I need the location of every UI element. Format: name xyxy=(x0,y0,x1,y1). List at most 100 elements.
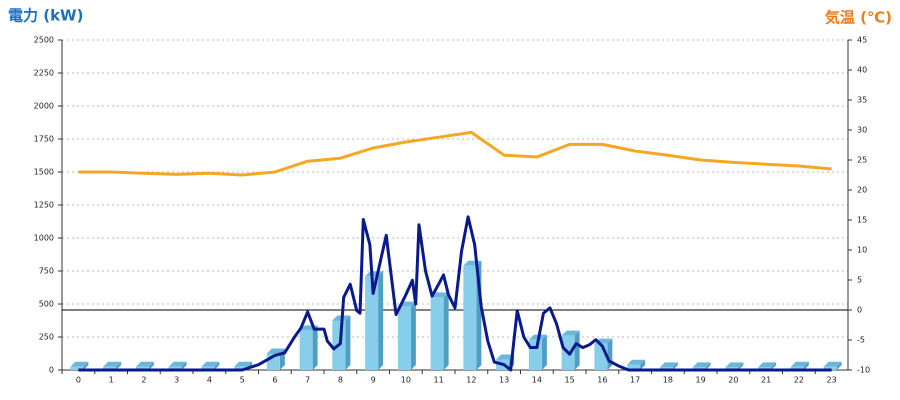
y-tick-label: 2500 xyxy=(34,36,54,45)
y2-tick-label: -10 xyxy=(857,366,870,375)
bar-top xyxy=(758,362,777,368)
line xyxy=(78,215,832,372)
bar-front xyxy=(397,306,411,370)
bar-side xyxy=(574,330,580,370)
bar xyxy=(299,325,318,370)
bar-top xyxy=(659,362,678,368)
bar-front xyxy=(135,366,149,370)
x-tick-label: 22 xyxy=(794,376,804,385)
y-tick-label: 1000 xyxy=(34,234,54,243)
bar-top xyxy=(561,330,580,336)
y2-tick-label: 40 xyxy=(857,66,867,75)
y-tick-label: 750 xyxy=(39,267,54,276)
y-tick-label: 250 xyxy=(39,333,54,342)
bar-side xyxy=(803,361,809,370)
y2-title: 気温 (℃) xyxy=(825,9,892,27)
bar-side xyxy=(738,362,744,370)
x-tick-label: 20 xyxy=(728,376,738,385)
y2-tick-label: 45 xyxy=(857,36,867,45)
y2-tick-label: 0 xyxy=(857,306,862,315)
bar-side xyxy=(312,325,318,370)
x-tick-label: 3 xyxy=(174,376,179,385)
y2-tick-label: 20 xyxy=(857,186,867,195)
x-tick-label: 4 xyxy=(207,376,212,385)
bar-front xyxy=(528,339,542,370)
bar-side xyxy=(640,359,646,370)
bar-side xyxy=(541,334,547,370)
bar-front xyxy=(790,366,804,370)
bar xyxy=(70,361,89,370)
bar xyxy=(823,361,842,370)
bar xyxy=(430,292,449,370)
bar-front xyxy=(234,366,248,370)
bar-top xyxy=(790,361,809,367)
y2-tick-label: 15 xyxy=(857,216,867,225)
y-title: 電力 (kW) xyxy=(8,7,83,25)
x-tick-label: 11 xyxy=(434,376,444,385)
y2-tick-label: 30 xyxy=(857,126,867,135)
bar-top xyxy=(168,361,187,367)
bar-front xyxy=(430,297,444,370)
x-tick-label: 8 xyxy=(338,376,343,385)
bar-top xyxy=(823,361,842,367)
x-tick-label: 5 xyxy=(240,376,245,385)
bar-side xyxy=(443,292,449,370)
bar-top xyxy=(234,361,253,367)
y2-tick-label: 25 xyxy=(857,156,867,165)
bar xyxy=(463,260,482,370)
bar-top xyxy=(70,361,89,367)
x-tick-label: 1 xyxy=(109,376,114,385)
x-tick-label: 6 xyxy=(272,376,277,385)
y-tick-label: 1500 xyxy=(34,168,54,177)
bar xyxy=(397,301,416,370)
bar-top xyxy=(627,359,646,365)
bar xyxy=(627,359,646,370)
y2-tick-label: 5 xyxy=(857,276,862,285)
bar-top xyxy=(266,348,285,354)
bar-front xyxy=(594,343,608,370)
y-tick-label: 1750 xyxy=(34,135,54,144)
x-tick-label: 19 xyxy=(696,376,706,385)
bar xyxy=(594,338,613,370)
y-tick-label: 2000 xyxy=(34,102,54,111)
bar-side xyxy=(148,361,154,370)
bar-front xyxy=(365,276,379,370)
bar-side xyxy=(345,315,351,370)
x-tick-label: 16 xyxy=(597,376,607,385)
bar-side xyxy=(771,362,777,370)
bar-front xyxy=(70,366,84,370)
y-tick-label: 0 xyxy=(49,366,54,375)
bar-side xyxy=(116,361,122,370)
bar-top xyxy=(201,361,220,367)
bar-front xyxy=(823,366,837,370)
x-tick-label: 0 xyxy=(76,376,81,385)
y-tick-label: 500 xyxy=(39,300,54,309)
bar-side xyxy=(83,361,89,370)
bar xyxy=(201,361,220,370)
x-tick-label: 17 xyxy=(630,376,640,385)
bar-side xyxy=(181,361,187,370)
y-tick-label: 1250 xyxy=(34,201,54,210)
bar-front xyxy=(627,364,641,370)
bar-side xyxy=(836,361,842,370)
bar-side xyxy=(705,362,711,370)
x-tick-label: 21 xyxy=(761,376,771,385)
y2-tick-label: -5 xyxy=(857,336,865,345)
y2-tick-label: 10 xyxy=(857,246,867,255)
bar xyxy=(790,361,809,370)
bar-front xyxy=(168,366,182,370)
y-tick-label: 2250 xyxy=(34,69,54,78)
x-tick-label: 15 xyxy=(565,376,575,385)
bar-front xyxy=(299,330,313,370)
x-tick-label: 13 xyxy=(499,376,509,385)
bar-front xyxy=(103,366,117,370)
x-tick-label: 14 xyxy=(532,376,542,385)
bar-top xyxy=(496,354,515,360)
x-tick-label: 2 xyxy=(141,376,146,385)
x-tick-label: 18 xyxy=(663,376,673,385)
x-tick-label: 10 xyxy=(401,376,411,385)
bar xyxy=(103,361,122,370)
bar-front xyxy=(463,265,477,370)
bar-top xyxy=(692,362,711,368)
